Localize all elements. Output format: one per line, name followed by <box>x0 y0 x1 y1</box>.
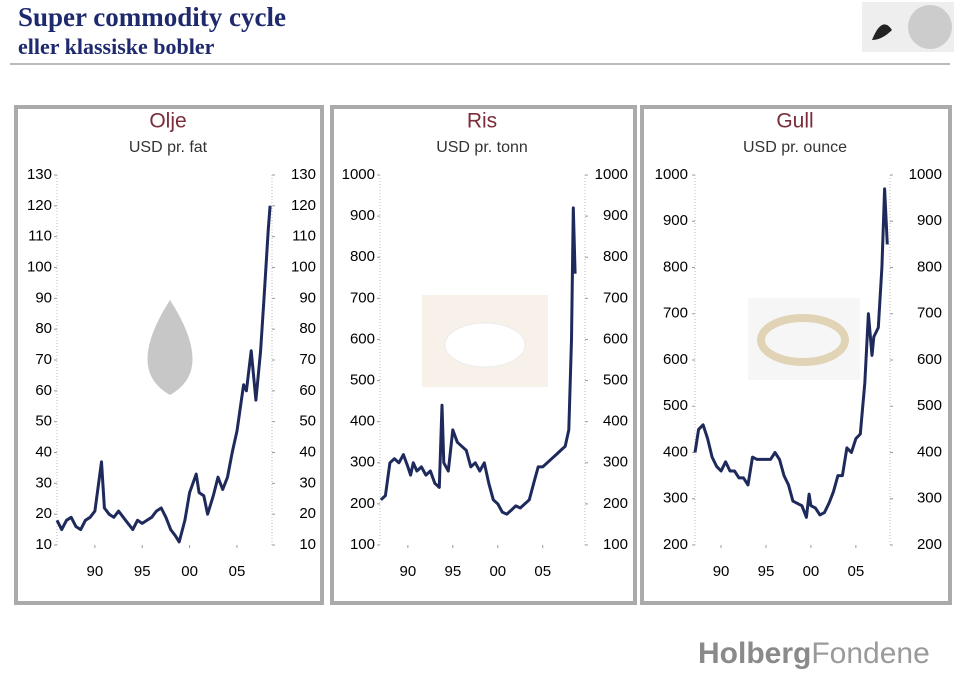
x-tick-label: 95 <box>444 563 461 580</box>
y-tick-label: 60 <box>35 382 52 399</box>
y-tick-label: 300 <box>350 454 375 471</box>
y2-tick-label: 500 <box>603 372 628 389</box>
y-tick-label: 800 <box>663 258 688 275</box>
y-tick-label: 100 <box>27 258 52 275</box>
y-tick-label: 900 <box>350 207 375 224</box>
slide-title: Super commodity cycle <box>18 2 286 32</box>
y2-tick-label: 10 <box>299 536 316 553</box>
x-tick-label: 00 <box>489 563 506 580</box>
x-tick-label: 95 <box>758 563 775 580</box>
x-tick-label: 90 <box>713 563 730 580</box>
y-tick-label: 120 <box>27 197 52 214</box>
chart-title: Ris <box>467 110 497 133</box>
chart-subtitle: USD pr. ounce <box>743 139 847 156</box>
y-tick-label: 20 <box>35 505 52 522</box>
y2-tick-label: 30 <box>299 474 316 491</box>
y-tick-label: 90 <box>35 289 52 306</box>
y2-tick-label: 900 <box>603 207 628 224</box>
y-tick-label: 600 <box>663 351 688 368</box>
y-tick-label: 100 <box>350 536 375 553</box>
y-tick-label: 700 <box>350 289 375 306</box>
y-tick-label: 300 <box>663 490 688 507</box>
y2-tick-label: 800 <box>917 258 942 275</box>
y2-tick-label: 120 <box>291 197 316 214</box>
y-tick-label: 40 <box>35 443 52 460</box>
y-tick-label: 400 <box>350 413 375 430</box>
y2-tick-label: 60 <box>299 382 316 399</box>
y2-tick-label: 500 <box>917 397 942 414</box>
chart-title: Gull <box>776 110 813 133</box>
x-tick-label: 00 <box>181 563 198 580</box>
y2-tick-label: 300 <box>603 454 628 471</box>
y2-tick-label: 200 <box>603 495 628 512</box>
slide-subtitle: eller klassiske bobler <box>18 34 215 59</box>
y2-tick-label: 200 <box>917 536 942 553</box>
y2-tick-label: 1000 <box>909 166 942 183</box>
x-tick-label: 90 <box>87 563 104 580</box>
y2-tick-label: 50 <box>299 413 316 430</box>
data-line <box>55 205 272 544</box>
y-tick-label: 600 <box>350 330 375 347</box>
y2-tick-label: 400 <box>917 443 942 460</box>
y2-tick-label: 130 <box>291 166 316 183</box>
y2-tick-label: 110 <box>292 228 316 245</box>
x-tick-label: 90 <box>400 563 417 580</box>
y2-tick-label: 900 <box>917 212 942 229</box>
x-tick-label: 05 <box>848 563 865 580</box>
logo-bold: Holberg <box>698 637 811 670</box>
y2-tick-label: 1000 <box>595 166 628 183</box>
y2-tick-label: 400 <box>603 413 628 430</box>
decor-images <box>147 295 860 395</box>
y-tick-label: 200 <box>663 536 688 553</box>
y2-tick-label: 300 <box>917 490 942 507</box>
chart-subtitle: USD pr. tonn <box>436 139 528 156</box>
logo: HolbergFondene <box>698 637 930 670</box>
y-tick-label: 800 <box>350 248 375 265</box>
y-tick-label: 70 <box>35 351 52 368</box>
y-tick-label: 50 <box>35 413 52 430</box>
y-tick-label: 80 <box>35 320 52 337</box>
y-tick-label: 30 <box>35 474 52 491</box>
y-tick-label: 400 <box>663 443 688 460</box>
y2-tick-label: 100 <box>291 258 316 275</box>
y-tick-label: 500 <box>663 397 688 414</box>
x-tick-label: 00 <box>803 563 820 580</box>
chart-subtitle: USD pr. fat <box>129 139 208 156</box>
data-line <box>379 206 577 516</box>
logo-light: Fondene <box>811 637 929 670</box>
x-tick-label: 05 <box>229 563 246 580</box>
y2-tick-label: 700 <box>917 305 942 322</box>
y2-tick-label: 40 <box>299 443 316 460</box>
chart-title: Olje <box>149 110 186 133</box>
y-tick-label: 130 <box>27 166 52 183</box>
x-tick-label: 05 <box>534 563 551 580</box>
y2-tick-label: 600 <box>603 330 628 347</box>
y2-tick-label: 600 <box>917 351 942 368</box>
y-tick-label: 500 <box>350 372 375 389</box>
y-tick-label: 900 <box>663 212 688 229</box>
data-line <box>693 187 889 519</box>
x-tick-label: 95 <box>134 563 151 580</box>
y2-tick-label: 80 <box>299 320 316 337</box>
y-tick-label: 10 <box>35 536 52 553</box>
y2-tick-label: 700 <box>603 289 628 306</box>
y-tick-label: 1000 <box>655 166 688 183</box>
y-tick-label: 700 <box>663 305 688 322</box>
y2-tick-label: 90 <box>299 289 316 306</box>
y-tick-label: 200 <box>350 495 375 512</box>
y-tick-label: 1000 <box>342 166 375 183</box>
y2-tick-label: 800 <box>603 248 628 265</box>
y2-tick-label: 100 <box>603 536 628 553</box>
y-tick-label: 110 <box>28 228 52 245</box>
y2-tick-label: 70 <box>299 351 316 368</box>
header-image <box>862 2 954 52</box>
y2-tick-label: 20 <box>299 505 316 522</box>
